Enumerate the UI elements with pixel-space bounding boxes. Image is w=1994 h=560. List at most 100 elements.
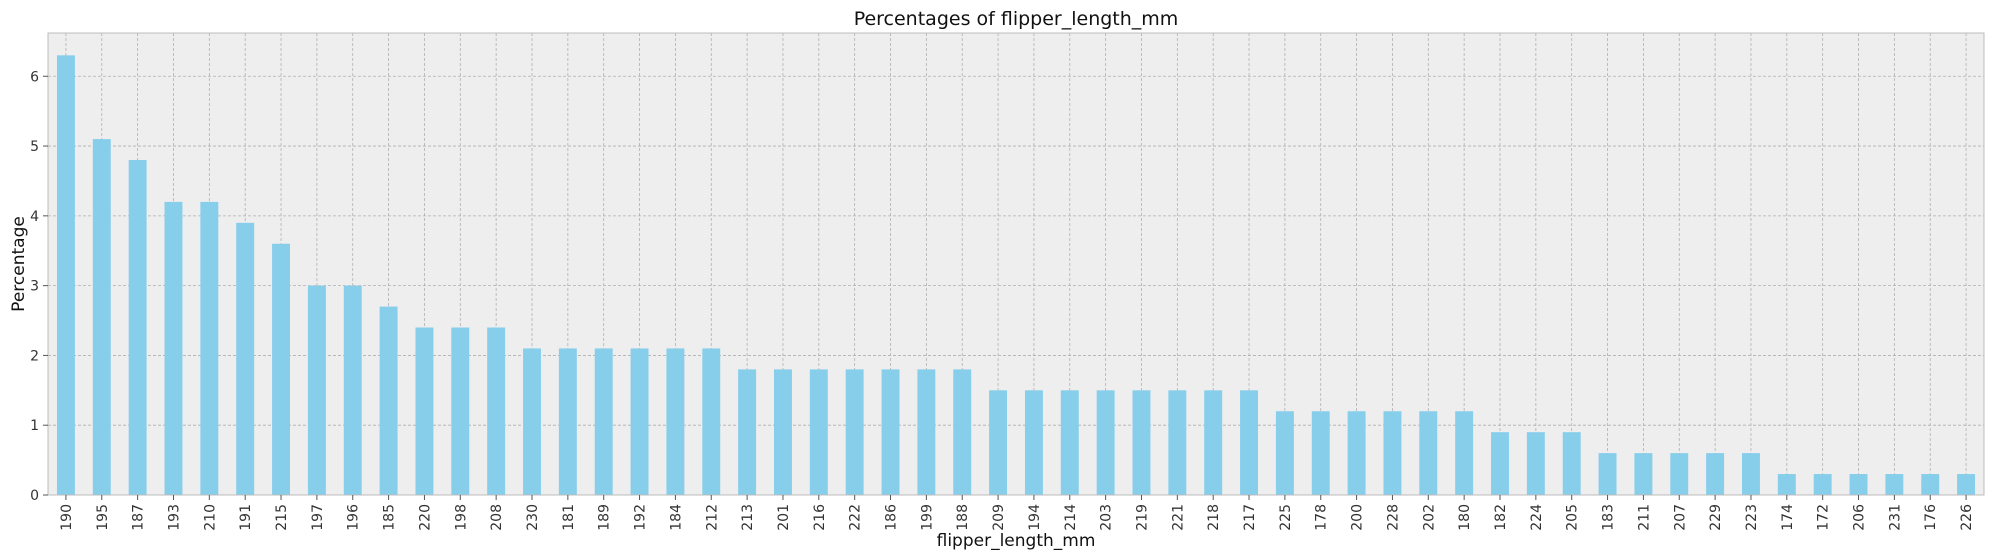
bar-196 [343, 285, 362, 495]
x-tick-label: 194 [1027, 504, 1043, 531]
y-tick-label: 4 [30, 209, 39, 225]
x-tick-label: 222 [848, 504, 864, 531]
x-tick-label: 217 [1242, 504, 1258, 531]
bar-184 [666, 348, 685, 495]
x-tick-label: 188 [955, 504, 971, 531]
x-tick-label: 172 [1816, 504, 1832, 531]
bar-189 [594, 348, 613, 495]
x-tick-label: 192 [633, 504, 649, 531]
bar-205 [1562, 432, 1581, 495]
bar-183 [1598, 453, 1617, 495]
x-tick-label: 208 [489, 504, 505, 531]
x-tick-label: 211 [1636, 504, 1652, 531]
bar-192 [630, 348, 649, 495]
x-tick-label: 198 [453, 504, 469, 531]
x-tick-label: 209 [991, 504, 1007, 531]
bar-208 [487, 327, 506, 495]
x-tick-label: 213 [740, 504, 756, 531]
x-tick-label: 187 [131, 504, 147, 531]
y-axis-ticks: 0 1 2 3 4 5 6 [30, 69, 48, 504]
bar-212 [702, 348, 721, 495]
x-tick-label: 206 [1852, 504, 1868, 531]
bar-207 [1670, 453, 1689, 495]
x-tick-label: 210 [202, 504, 218, 531]
bar-230 [523, 348, 541, 495]
bar-202 [1419, 411, 1438, 495]
bar-180 [1455, 411, 1474, 495]
x-tick-label: 224 [1529, 504, 1545, 531]
x-tick-label: 180 [1457, 504, 1473, 531]
x-tick-label: 197 [310, 504, 326, 531]
bar-216 [809, 369, 828, 495]
x-tick-label: 202 [1421, 504, 1437, 531]
bars [56, 55, 1976, 495]
x-tick-label: 205 [1565, 504, 1581, 531]
bar-188 [953, 369, 972, 495]
x-tick-label: 212 [704, 504, 720, 531]
x-tick-label: 223 [1744, 504, 1760, 531]
x-tick-label: 218 [1206, 504, 1222, 531]
bar-231 [1885, 474, 1904, 495]
x-tick-label: 193 [166, 504, 182, 531]
x-tick-label: 199 [919, 504, 935, 531]
bar-226 [1957, 474, 1976, 495]
bar-222 [845, 369, 864, 495]
x-tick-label: 229 [1708, 504, 1724, 531]
x-tick-label: 185 [382, 504, 398, 531]
x-tick-label: 221 [1170, 504, 1186, 531]
x-tick-label: 200 [1350, 504, 1366, 531]
x-tick-label: 225 [1278, 504, 1294, 531]
bar-181 [558, 348, 577, 495]
x-tick-label: 201 [776, 504, 792, 531]
bar-182 [1491, 432, 1509, 495]
plot-area [48, 33, 1984, 495]
x-tick-label: 220 [417, 504, 433, 531]
x-tick-label: 226 [1959, 504, 1975, 531]
x-tick-label: 203 [1099, 504, 1115, 531]
x-tick-label: 190 [59, 504, 75, 531]
x-tick-label: 207 [1672, 504, 1688, 531]
y-tick-label: 1 [30, 418, 39, 434]
x-tick-label: 176 [1923, 504, 1939, 531]
x-axis-label: flipper_length_mm [937, 531, 1096, 551]
bar-187 [128, 160, 147, 495]
x-tick-label: 181 [561, 504, 577, 531]
y-tick-label: 5 [30, 139, 39, 155]
y-axis-label: Percentage [9, 216, 29, 312]
bar-172 [1813, 474, 1832, 495]
bar-195 [92, 139, 111, 495]
bar-193 [164, 201, 183, 495]
bar-214 [1060, 390, 1079, 495]
bar-185 [379, 306, 398, 495]
x-tick-label: 178 [1314, 504, 1330, 531]
x-tick-label: 215 [274, 504, 290, 531]
bar-190 [56, 55, 75, 495]
bar-203 [1096, 390, 1115, 495]
bar-218 [1204, 390, 1223, 495]
chart-title: Percentages of flipper_length_mm [854, 8, 1179, 30]
bar-191 [236, 222, 255, 495]
bar-220 [415, 327, 434, 495]
bar-199 [917, 369, 936, 495]
bar-201 [774, 369, 792, 495]
x-tick-label: 191 [238, 504, 254, 531]
bar-223 [1742, 453, 1760, 495]
bar-198 [451, 327, 470, 495]
bar-213 [738, 369, 757, 495]
x-tick-label: 183 [1601, 504, 1617, 531]
x-tick-label: 219 [1134, 504, 1150, 531]
x-axis-ticks: 190 195 187 193 210 191 215 197 196 185 220 198 208 2… [59, 495, 1975, 531]
bar-206 [1849, 474, 1868, 495]
bar-215 [272, 243, 290, 495]
y-tick-label: 6 [30, 69, 39, 85]
bar-211 [1634, 453, 1653, 495]
x-tick-label: 189 [597, 504, 613, 531]
bar-229 [1706, 453, 1725, 495]
bar-224 [1526, 432, 1545, 495]
bar-225 [1275, 411, 1294, 495]
plot-frame [47, 32, 1985, 496]
x-tick-label: 231 [1887, 504, 1903, 531]
bar-228 [1383, 411, 1402, 495]
bar-194 [1024, 390, 1043, 495]
y-tick-label: 3 [30, 279, 39, 295]
